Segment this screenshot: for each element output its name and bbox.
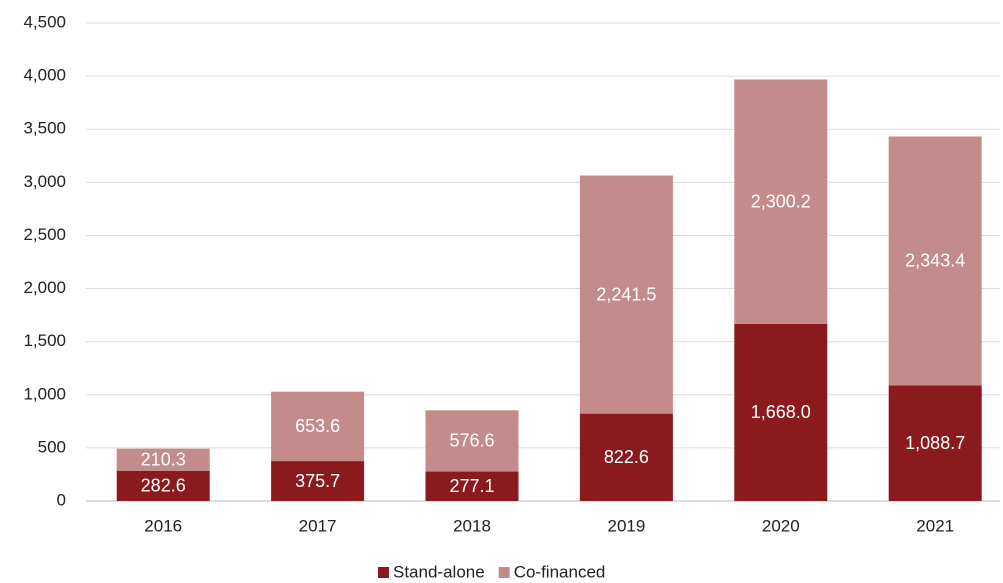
data-label: 1,668.0 [751,402,811,422]
y-tick-label: 500 [38,437,66,456]
bar-segment [116,448,210,471]
x-tick-label: 2016 [144,516,182,535]
data-label: 576.6 [449,431,494,451]
legend-label: Stand-alone [393,562,485,581]
data-label: 822.6 [604,447,649,467]
data-label: 210.3 [141,450,186,470]
data-label: 277.1 [449,476,494,496]
data-label: 1,088.7 [905,433,965,453]
legend-swatch [378,567,389,578]
data-label: 282.6 [141,476,186,496]
y-tick-label: 4,000 [23,66,66,85]
data-label: 653.6 [295,416,340,436]
y-tick-label: 4,500 [23,12,66,31]
bar-segment [888,385,982,501]
bar-segment [734,79,828,324]
bar-segment [579,413,673,501]
y-tick-label: 1,500 [23,331,66,350]
bar-segment [579,175,673,414]
y-tick-label: 3,000 [23,172,66,191]
x-tick-label: 2019 [607,516,645,535]
data-label: 2,343.4 [905,251,965,271]
bar-segment [888,136,982,386]
x-tick-label: 2020 [762,516,800,535]
legend-label: Co-financed [514,562,606,581]
x-tick-label: 2018 [453,516,491,535]
legend-swatch [498,567,510,578]
y-tick-label: 2,000 [23,278,66,297]
bar-segment [116,470,210,501]
bar-segment [734,323,828,501]
data-label: 2,241.5 [596,284,656,304]
y-tick-label: 0 [57,490,66,509]
bar-segment [425,471,519,501]
y-tick-label: 2,500 [23,225,66,244]
bar-segment [271,391,365,462]
y-tick-label: 3,500 [23,119,66,138]
x-tick-label: 2021 [916,516,954,535]
bar-segment [271,461,365,501]
data-label: 2,300.2 [751,191,811,211]
x-tick-label: 2017 [299,516,337,535]
data-label: 375.7 [295,471,340,491]
bar-segment [425,410,519,472]
y-tick-label: 1,000 [23,384,66,403]
